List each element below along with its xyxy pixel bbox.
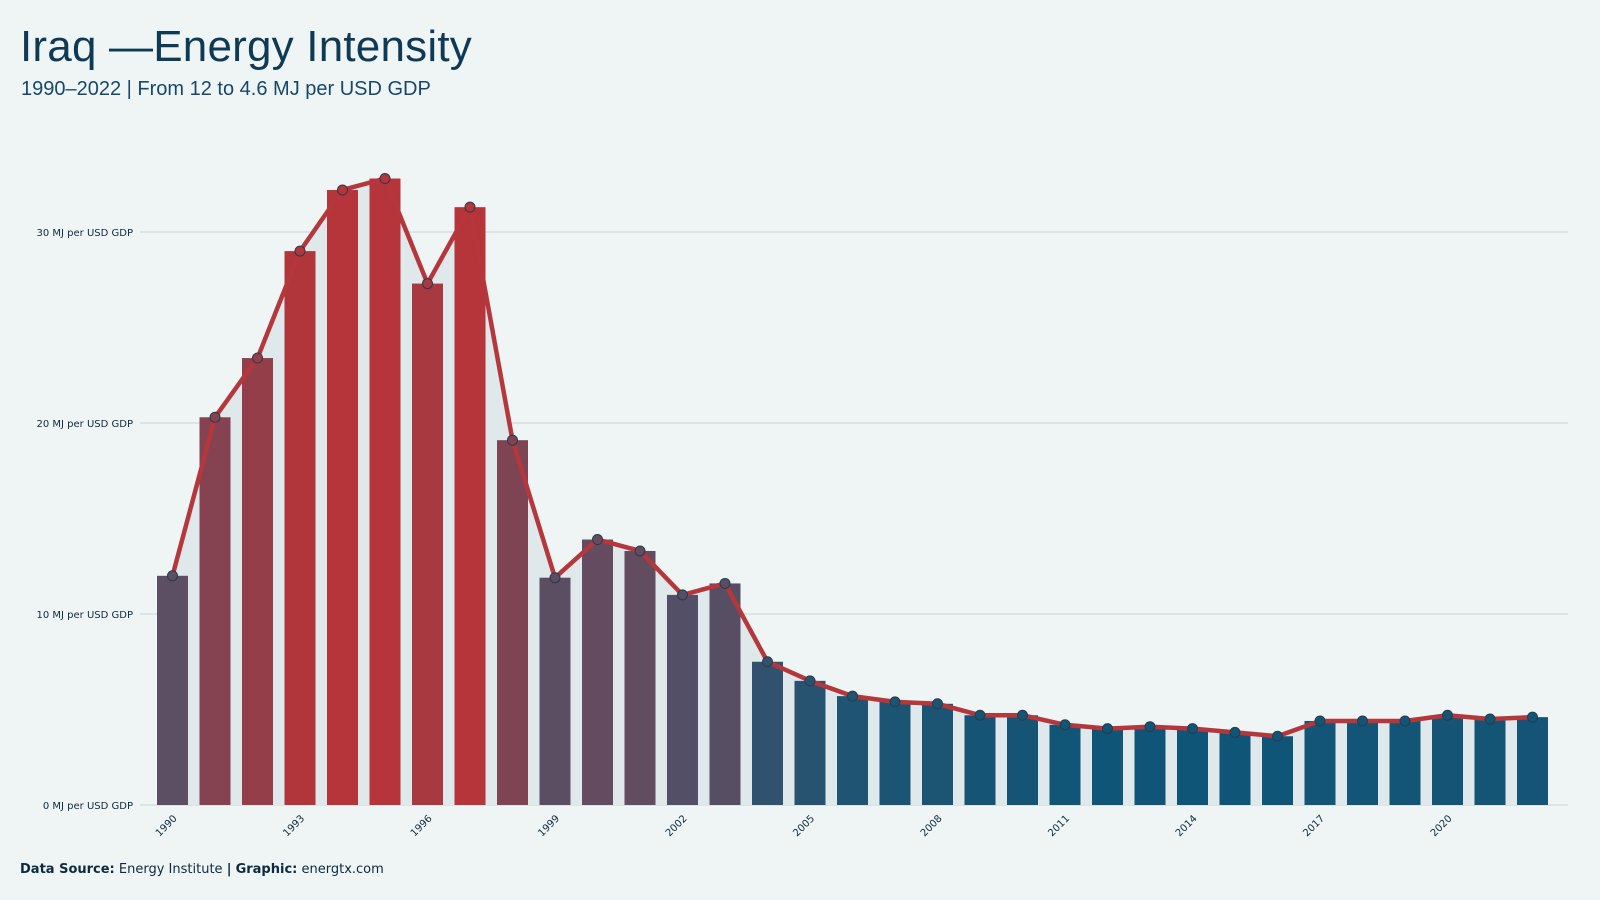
x-axis-labels: 1990 1993 1996 1999 2002 2005 2008 2011 2014 2017… xyxy=(154,813,1455,839)
data-point xyxy=(1059,719,1071,731)
x-tick-label: 1993 xyxy=(281,813,307,839)
y-tick-label: 30 MJ per USD GDP xyxy=(37,228,133,239)
bar xyxy=(879,701,911,805)
bars xyxy=(157,178,1548,806)
x-tick-label: 2017 xyxy=(1301,813,1327,839)
points xyxy=(167,173,1538,742)
bar xyxy=(284,251,316,806)
bar xyxy=(1219,732,1251,805)
data-point xyxy=(549,572,561,584)
data-point xyxy=(294,245,306,257)
x-tick-label: 2014 xyxy=(1174,813,1200,839)
data-point xyxy=(1484,713,1496,725)
bar xyxy=(922,703,953,805)
bar xyxy=(1432,715,1463,805)
bar xyxy=(582,539,613,805)
bar xyxy=(794,680,826,805)
data-point xyxy=(719,577,731,589)
y-tick-label: 20 MJ per USD GDP xyxy=(37,419,133,430)
bar xyxy=(1474,719,1506,805)
bar xyxy=(964,715,996,805)
x-tick-label: 2011 xyxy=(1046,813,1072,839)
bar xyxy=(199,417,231,805)
data-point xyxy=(422,278,433,290)
y-axis-labels: 0 MJ per USD GDP 10 MJ per USD GDP 20 MJ p… xyxy=(37,228,133,812)
bar xyxy=(1134,726,1166,805)
bar xyxy=(454,207,486,806)
data-point xyxy=(1017,709,1028,721)
data-point xyxy=(252,352,263,364)
bar xyxy=(1304,720,1336,805)
data-point xyxy=(379,173,391,185)
data-point xyxy=(1442,709,1453,721)
y-tick-label: 10 MJ per USD GDP xyxy=(37,610,133,621)
data-point xyxy=(1102,723,1113,735)
bar xyxy=(624,550,656,805)
bar xyxy=(1007,715,1038,805)
data-point xyxy=(932,698,943,710)
source-label: Data Source: xyxy=(20,862,115,877)
bar xyxy=(157,575,188,805)
data-point xyxy=(464,201,476,213)
data-point xyxy=(1187,723,1198,735)
x-tick-label: 2020 xyxy=(1429,813,1455,839)
data-point xyxy=(762,656,773,668)
x-tick-label: 2008 xyxy=(919,813,945,839)
data-point xyxy=(209,411,221,423)
data-point xyxy=(634,545,646,557)
data-point xyxy=(804,675,816,687)
bar xyxy=(1389,720,1421,805)
x-tick-label: 2002 xyxy=(664,813,690,839)
bar xyxy=(497,440,528,805)
data-point xyxy=(1527,711,1538,723)
bar xyxy=(1517,717,1548,805)
bar xyxy=(1177,728,1208,805)
data-point xyxy=(847,690,858,702)
bar xyxy=(1049,724,1081,805)
bar xyxy=(1262,736,1293,805)
data-point xyxy=(1144,721,1156,733)
x-tick-label: 1996 xyxy=(409,813,435,839)
footer: Data Source: Energy Institute | Graphic:… xyxy=(20,862,384,877)
data-point xyxy=(592,534,603,546)
bar xyxy=(1092,728,1123,805)
data-point xyxy=(1272,730,1283,742)
data-point xyxy=(1314,715,1326,727)
x-tick-label: 1990 xyxy=(154,813,180,839)
bar xyxy=(667,594,698,805)
bar xyxy=(837,696,868,805)
chart-title: Iraq —Energy Intensity xyxy=(20,22,472,71)
bar xyxy=(1347,720,1378,805)
footer-separator: | xyxy=(226,862,232,877)
graphic-value: energtx.com xyxy=(301,862,384,877)
data-point xyxy=(1229,726,1241,738)
x-tick-label: 2005 xyxy=(791,813,817,839)
data-point xyxy=(1399,715,1411,727)
energy-intensity-chart: 0 MJ per USD GDP 10 MJ per USD GDP 20 MJ p… xyxy=(37,173,1568,839)
chart-subtitle: 1990–2022 | From 12 to 4.6 MJ per USD GD… xyxy=(21,78,431,100)
bar xyxy=(709,583,741,805)
data-point xyxy=(337,184,348,196)
data-point xyxy=(1357,715,1368,727)
data-point xyxy=(974,709,986,721)
source-value: Energy Institute xyxy=(118,862,223,877)
bar xyxy=(412,283,443,805)
data-point xyxy=(507,434,518,446)
data-point xyxy=(677,589,688,601)
data-point xyxy=(167,570,178,582)
data-point xyxy=(889,696,901,708)
bar xyxy=(369,178,401,805)
bar xyxy=(327,189,358,806)
bar xyxy=(539,577,571,805)
y-tick-label: 0 MJ per USD GDP xyxy=(43,801,133,812)
graphic-label: Graphic: xyxy=(235,862,298,877)
bar xyxy=(752,661,783,805)
x-tick-label: 1999 xyxy=(536,813,562,839)
bar xyxy=(242,358,273,805)
